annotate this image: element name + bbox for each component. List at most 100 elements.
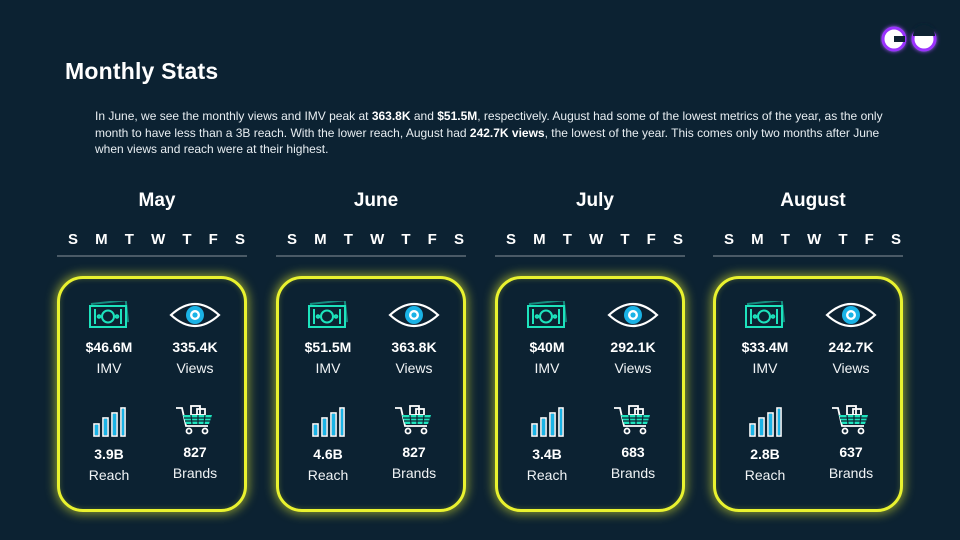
month-stats-card: $40M IMV 292.1K Views 3.4B Reach 683 Brands (495, 276, 685, 512)
month-stats-card: $46.6M IMV 335.4K Views 3.9B Reach 827 Brands (57, 276, 247, 512)
imv-stat: $40M IMV (502, 299, 592, 376)
reach-value: 4.6B (313, 446, 343, 462)
views-value: 292.1K (610, 339, 656, 355)
views-label: Views (395, 360, 433, 376)
views-stat: 292.1K Views (588, 299, 678, 376)
shopping-cart-icon (150, 404, 240, 436)
reach-label: Reach (744, 467, 786, 483)
bar-chart-icon (720, 406, 810, 438)
weekday-label: T (182, 231, 192, 248)
weekday-label: M (533, 231, 546, 248)
weekday-label: F (864, 231, 874, 248)
weekday-label: T (780, 231, 790, 248)
brands-label: Brands (828, 465, 874, 481)
weekday-label: F (427, 231, 437, 248)
views-stat: 242.7K Views (806, 299, 896, 376)
imv-value: $33.4M (741, 339, 789, 355)
eye-icon (369, 299, 459, 331)
reach-stat: 3.9B Reach (64, 406, 154, 483)
month-stats-card: $51.5M IMV 363.8K Views 4.6B Reach 827 Brands (276, 276, 466, 512)
views-stat: 335.4K Views (150, 299, 240, 376)
month-column: August S M T W T F S (713, 190, 913, 257)
brand-logo (881, 25, 937, 52)
intro-paragraph: In June, we see the monthly views and IM… (95, 109, 883, 156)
money-icon (64, 299, 154, 331)
weekday-label: W (370, 231, 385, 248)
eye-icon (588, 299, 678, 331)
brands-stat: 827 Brands (150, 404, 240, 481)
weekday-divider (713, 255, 903, 257)
reach-label: Reach (307, 467, 349, 483)
views-value: 335.4K (172, 339, 218, 355)
weekday-label: W (151, 231, 166, 248)
reach-stat: 4.6B Reach (283, 406, 373, 483)
bar-chart-icon (283, 406, 373, 438)
weekday-label: S (453, 231, 464, 248)
weekday-label: M (751, 231, 764, 248)
brands-label: Brands (610, 465, 656, 481)
shopping-cart-icon (806, 404, 896, 436)
month-column: June S M T W T F S (276, 190, 476, 257)
weekday-divider (276, 255, 466, 257)
imv-stat: $51.5M IMV (283, 299, 373, 376)
imv-value: $40M (529, 339, 565, 355)
reach-value: 3.9B (94, 446, 124, 462)
weekday-label: T (562, 231, 572, 248)
reach-value: 2.8B (750, 446, 780, 462)
weekday-label: T (838, 231, 848, 248)
views-label: Views (614, 360, 652, 376)
month-title: August (780, 190, 846, 211)
reach-stat: 2.8B Reach (720, 406, 810, 483)
reach-label: Reach (526, 467, 568, 483)
money-icon (283, 299, 373, 331)
month-column: May S M T W T F S (57, 190, 257, 257)
views-value: 242.7K (828, 339, 874, 355)
month-column: July S M T W T F S (495, 190, 695, 257)
weekday-label: W (589, 231, 604, 248)
weekday-label: F (646, 231, 656, 248)
imv-stat: $46.6M IMV (64, 299, 154, 376)
weekday-label: S (234, 231, 245, 248)
imv-value: $51.5M (304, 339, 352, 355)
brands-stat: 637 Brands (806, 404, 896, 481)
weekday-label: W (807, 231, 822, 248)
weekday-label: S (506, 231, 517, 248)
views-label: Views (176, 360, 214, 376)
views-value: 363.8K (391, 339, 437, 355)
month-title: June (353, 190, 399, 211)
imv-label: IMV (315, 360, 341, 376)
imv-label: IMV (752, 360, 778, 376)
weekday-label: T (401, 231, 411, 248)
reach-label: Reach (88, 467, 130, 483)
weekday-label: M (314, 231, 327, 248)
reach-stat: 3.4B Reach (502, 406, 592, 483)
weekday-divider (57, 255, 247, 257)
brands-stat: 683 Brands (588, 404, 678, 481)
brands-label: Brands (391, 465, 437, 481)
weekday-label: T (124, 231, 134, 248)
brands-value: 637 (839, 444, 863, 460)
bar-chart-icon (502, 406, 592, 438)
weekday-label: M (95, 231, 108, 248)
weekday-label: T (343, 231, 353, 248)
brands-value: 827 (183, 444, 207, 460)
shopping-cart-icon (369, 404, 459, 436)
weekday-label: S (724, 231, 735, 248)
eye-icon (150, 299, 240, 331)
bar-chart-icon (64, 406, 154, 438)
weekday-divider (495, 255, 685, 257)
imv-stat: $33.4M IMV (720, 299, 810, 376)
imv-label: IMV (534, 360, 560, 376)
weekday-label: T (620, 231, 630, 248)
views-label: Views (832, 360, 870, 376)
weekday-label: S (287, 231, 298, 248)
imv-label: IMV (96, 360, 122, 376)
shopping-cart-icon (588, 404, 678, 436)
brands-stat: 827 Brands (369, 404, 459, 481)
weekday-label: S (68, 231, 79, 248)
